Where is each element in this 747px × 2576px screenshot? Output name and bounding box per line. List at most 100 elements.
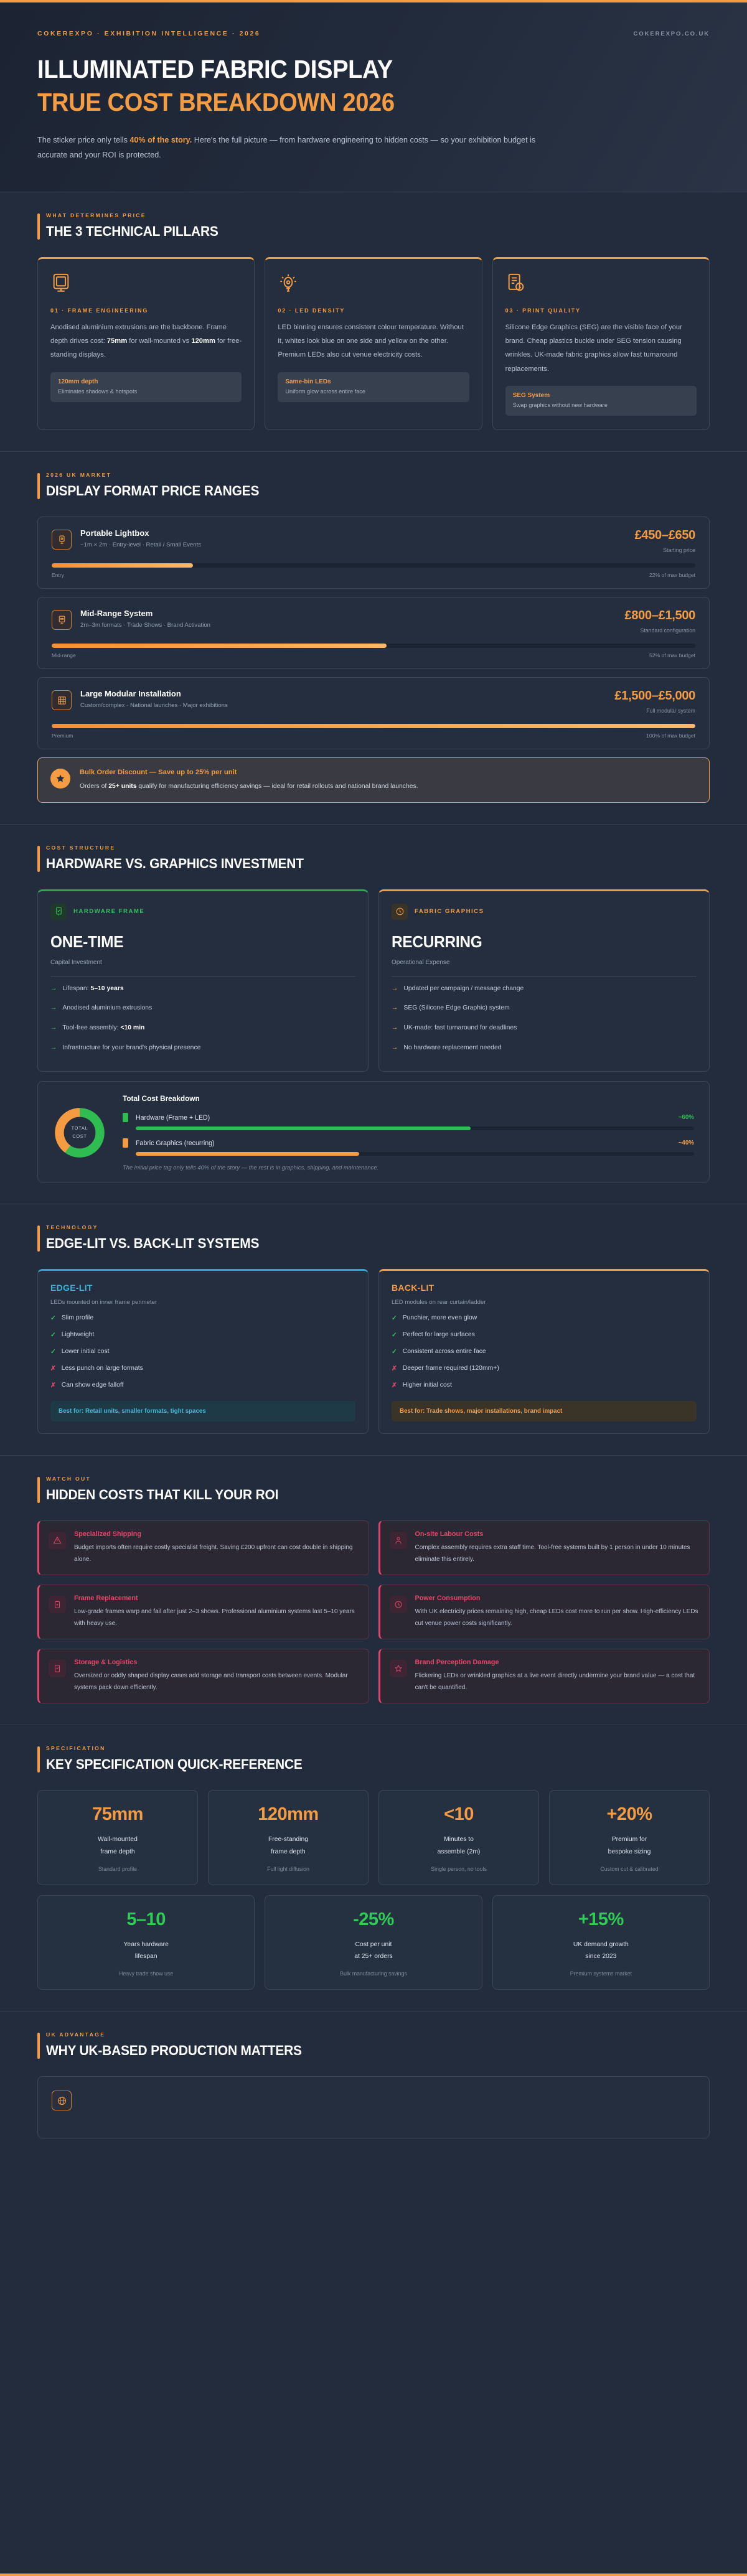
cost-heading: COST STRUCTURE HARDWARE VS. GRAPHICS INV… xyxy=(37,845,710,872)
list-item: ✓ Punchier, more even glow xyxy=(392,1314,477,1322)
pillar-chip-title: Same-bin LEDs xyxy=(285,378,331,385)
hidden-cost-card[interactable]: Storage & Logistics Oversized or oddly s… xyxy=(37,1649,369,1704)
pillar-chip-sub: Uniform glow across entire face xyxy=(285,388,366,395)
price-card[interactable]: Mid-Range System 2m–3m formats · Trade S… xyxy=(37,597,710,670)
spec-card: +20% Premium for bespoke sizing Custom cu… xyxy=(549,1790,710,1885)
hidden-cost-card[interactable]: Specialized Shipping Budget imports ofte… xyxy=(37,1520,369,1576)
print-document-icon xyxy=(505,273,697,294)
check-icon: ✓ xyxy=(50,1331,56,1339)
list-item: → Tool-free assembly: <10 min xyxy=(50,1018,355,1038)
pillars-title: THE 3 TECHNICAL PILLARS xyxy=(46,223,218,239)
hidden-title: HIDDEN COSTS THAT KILL YOUR ROI xyxy=(46,1487,279,1503)
list-item: → Lifespan: 5–10 years xyxy=(50,979,355,999)
site-url: COKEREXPO.CO.UK xyxy=(633,30,710,37)
bulk-discount-callout[interactable]: Bulk Order Discount — Save up to 25% per… xyxy=(37,757,710,803)
list-item: ✓ Slim profile xyxy=(50,1314,94,1322)
tech-heading: TECHNOLOGY EDGE-LIT VS. BACK-LIT SYSTEMS xyxy=(37,1224,710,1252)
portable-lightbox-icon xyxy=(52,530,72,550)
pillar-number: 03 · PRINT QUALITY xyxy=(505,307,581,314)
total-cost-breakdown-chart: TOTAL COST Total Cost Breakdown Hardware… xyxy=(37,1081,710,1183)
hidden-cost-body: Flickering LEDs or wrinkled graphics at … xyxy=(415,1672,695,1691)
display-frame-icon xyxy=(50,273,242,294)
spec-card: 120mm Free-standing frame depth Full ligh… xyxy=(208,1790,369,1885)
hidden-cost-card[interactable]: Power Consumption With UK electricity pr… xyxy=(378,1585,710,1640)
hidden-cost-title: Storage & Logistics xyxy=(74,1659,138,1667)
edge-lit-card[interactable]: EDGE-LIT LEDs mounted on inner frame per… xyxy=(37,1269,369,1435)
list-item: ✗ Deeper frame required (120mm+) xyxy=(392,1364,499,1372)
pillars-heading: WHAT DETERMINES PRICE THE 3 TECHNICAL PI… xyxy=(37,212,710,240)
price-card-meta: Custom/complex · National launches · Maj… xyxy=(80,702,228,710)
tech-title: EDGE-LIT VS. BACK-LIT SYSTEMS xyxy=(46,1235,260,1252)
cost-title: HARDWARE VS. GRAPHICS INVESTMENT xyxy=(46,855,304,871)
price-bar-fill xyxy=(52,563,194,568)
price-card[interactable]: Portable Lightbox ~1m × 2m · Entry-level… xyxy=(37,517,710,589)
hidden-cost-card[interactable]: Brand Perception Damage Flickering LEDs … xyxy=(378,1649,710,1704)
pillar-chip-title: SEG System xyxy=(512,392,550,400)
hidden-cost-card[interactable]: On-site Labour Costs Complex assembly re… xyxy=(378,1520,710,1576)
price-bar-pct: 22% of max budget xyxy=(649,572,695,579)
pillar-card[interactable]: 02 · LED DENSITY LED binning ensures con… xyxy=(265,256,482,431)
check-icon: ✓ xyxy=(50,1348,56,1356)
edge-lit-sub: LEDs mounted on inner frame perimeter xyxy=(50,1299,157,1306)
uk-heading: UK ADVANTAGE WHY UK-BASED PRODUCTION MAT… xyxy=(37,2031,710,2059)
hero-title-line2: TRUE COST BREAKDOWN 2026 xyxy=(37,88,395,117)
arrow-icon: → xyxy=(50,1024,57,1032)
spec-label: UK demand growth since 2023 xyxy=(573,1941,629,1960)
check-icon: ✓ xyxy=(392,1331,397,1339)
spec-value: 120mm xyxy=(258,1804,319,1825)
section-specifications: SPECIFICATION KEY SPECIFICATION QUICK-RE… xyxy=(0,1725,747,2012)
check-icon: ✓ xyxy=(50,1314,56,1322)
fabric-graphics-card[interactable]: FABRIC GRAPHICS RECURRING Operational Ex… xyxy=(378,889,710,1072)
legend-value: ~40% xyxy=(678,1140,694,1147)
fabric-graphics-big: RECURRING xyxy=(392,932,482,951)
divider xyxy=(392,975,697,977)
cost-kicker: COST STRUCTURE xyxy=(46,844,116,851)
spec-note: Custom cut & calibrated xyxy=(600,1865,659,1872)
mid-range-system-icon xyxy=(52,610,72,630)
chart-bar-track xyxy=(136,1126,694,1131)
section-price-ranges: 2026 UK MARKET DISPLAY FORMAT PRICE RANG… xyxy=(0,452,747,825)
pillar-number: 01 · FRAME ENGINEERING xyxy=(50,307,149,314)
spec-title: KEY SPECIFICATION QUICK-REFERENCE xyxy=(46,1756,303,1773)
pillar-card[interactable]: 03 · PRINT QUALITY Silicone Edge Graphic… xyxy=(492,256,710,431)
price-card-value: £1,500–£5,000 xyxy=(614,689,695,703)
back-lit-title: BACK-LIT xyxy=(392,1283,435,1293)
legend-label: Hardware (Frame + LED) xyxy=(136,1113,210,1122)
pillar-card[interactable]: 01 · FRAME ENGINEERING Anodised aluminiu… xyxy=(37,256,255,431)
spec-note: Bulk manufacturing savings xyxy=(340,1970,407,1977)
arrow-icon: → xyxy=(392,1024,398,1032)
spec-value: <10 xyxy=(444,1804,474,1825)
back-lit-card[interactable]: BACK-LIT LED modules on rear curtain/lad… xyxy=(378,1269,710,1435)
list-item: ✗ Higher initial cost xyxy=(392,1381,452,1389)
arrow-icon: → xyxy=(50,1044,57,1051)
hidden-cost-title: Frame Replacement xyxy=(74,1595,138,1603)
spec-grid-row1: 75mm Wall-mounted frame depth Standard pr… xyxy=(37,1790,710,1885)
hardware-frame-card[interactable]: HARDWARE FRAME ONE-TIME Capital Investme… xyxy=(37,889,369,1072)
hidden-cost-title: Power Consumption xyxy=(415,1595,481,1603)
back-lit-sub: LED modules on rear curtain/ladder xyxy=(392,1299,486,1306)
fabric-graphics-icon xyxy=(392,903,408,920)
hidden-cost-card[interactable]: Frame Replacement Low-grade frames warp … xyxy=(37,1585,369,1640)
arrow-icon: → xyxy=(392,1005,398,1012)
price-bar-pct: 100% of max budget xyxy=(646,733,695,739)
spec-note: Premium systems market xyxy=(570,1970,632,1977)
legend-swatch xyxy=(123,1113,128,1123)
uk-advantage-card[interactable] xyxy=(37,2076,710,2139)
price-bar-label: Entry xyxy=(52,572,65,579)
legend-value: ~60% xyxy=(678,1114,694,1122)
hardware-frame-tag: HARDWARE FRAME xyxy=(73,908,145,916)
tech-compare-grid: EDGE-LIT LEDs mounted on inner frame per… xyxy=(37,1269,710,1435)
checklist-icon xyxy=(49,1660,66,1678)
donut-chart: TOTAL COST xyxy=(53,1106,106,1159)
uk-title: WHY UK-BASED PRODUCTION MATTERS xyxy=(46,2043,302,2059)
spec-card: +15% UK demand growth since 2023 Premium … xyxy=(492,1895,710,1990)
legend-swatch xyxy=(123,1138,128,1148)
legend-label: Fabric Graphics (recurring) xyxy=(136,1139,215,1147)
pillar-chip: 120mm depth Eliminates shadows & hotspot… xyxy=(50,372,242,402)
hidden-cost-body: Oversized or oddly shaped display cases … xyxy=(74,1672,348,1691)
price-card[interactable]: Large Modular Installation Custom/comple… xyxy=(37,677,710,750)
pillar-chip-title: 120mm depth xyxy=(58,378,98,385)
price-card-note: Starting price xyxy=(663,547,695,554)
pillar-chip-sub: Swap graphics without new hardware xyxy=(512,402,608,409)
hidden-cost-body: With UK electricity prices remaining hig… xyxy=(415,1608,698,1627)
